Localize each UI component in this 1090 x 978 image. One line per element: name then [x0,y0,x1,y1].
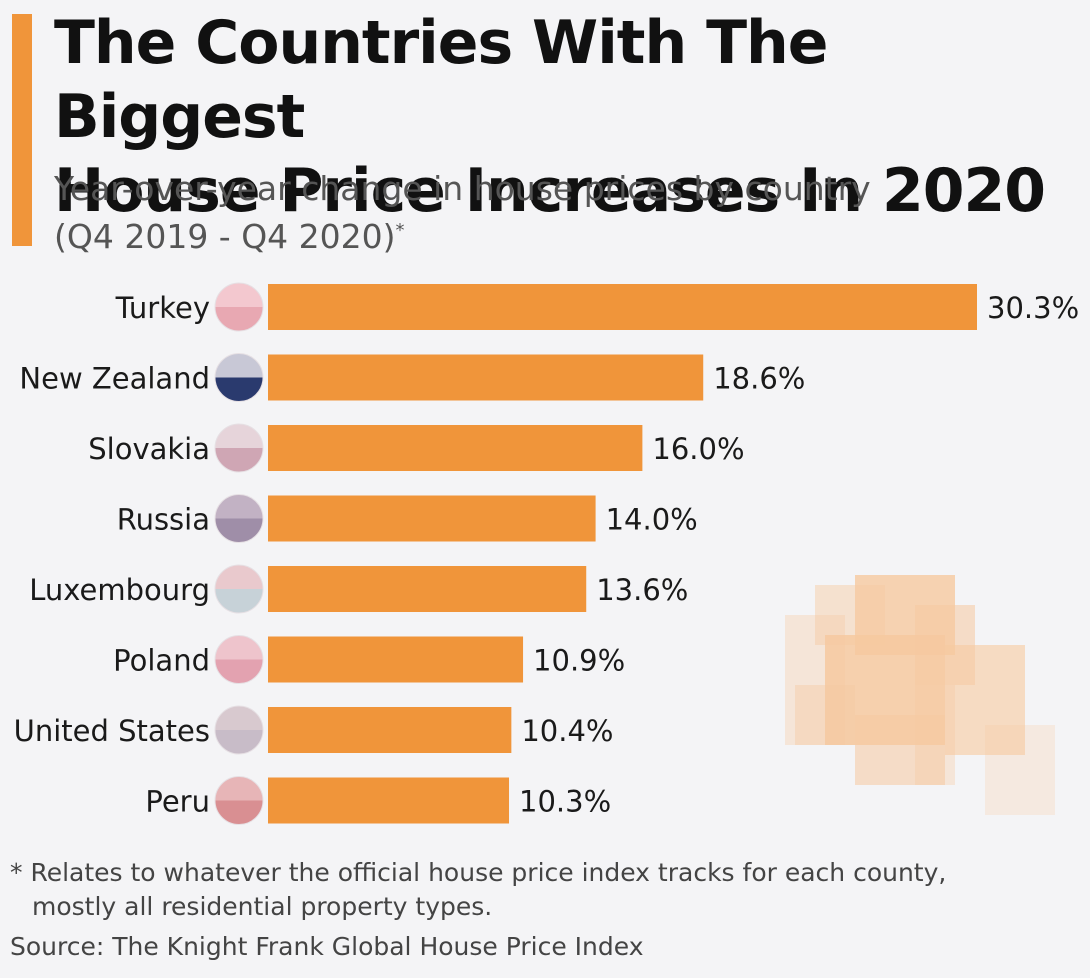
value-label-poland: 10.9% [533,644,625,678]
category-label-poland: Poland [113,644,210,678]
luxembourg-flag-icon [214,564,264,614]
bar-russia [268,495,596,542]
chart-subtitle: Year-over-year change in house prices by… [54,168,1054,258]
new-zealand-flag-icon [214,353,264,402]
value-label-slovakia: 16.0% [652,432,744,466]
subtitle-line-2: (Q4 2019 - Q4 2020) [54,217,396,256]
category-label-turkey: Turkey [115,291,210,325]
category-label-slovakia: Slovakia [88,432,210,466]
bar-chart: Turkey 30.3% New Zealand 18.6% Slovakia 16.0%… [14,282,1079,825]
chart-title: The Countries With The Biggest House Pri… [54,6,1084,228]
bar-turkey [268,284,977,330]
title-line-2: House Price Increases In 2020 [54,156,1046,226]
subtitle-footnote-mark: * [395,220,405,241]
pixelated-watermark [785,575,1055,815]
footnote-line-2: mostly all residential property types. [32,892,493,921]
footnote-line-1: * Relates to whatever the official house… [10,858,947,887]
value-label-luxembourg: 13.6% [596,573,688,607]
value-label-russia: 14.0% [606,503,698,537]
bar-poland [268,636,524,683]
value-label-new-zealand: 18.6% [713,362,805,396]
bar-united-states [268,707,512,753]
source-note: Source: The Knight Frank Global House Pr… [10,932,644,961]
subtitle-line-1: Year-over-year change in house prices by… [54,169,871,208]
footnote: * Relates to whatever the official house… [10,856,1070,924]
category-label-russia: Russia [117,503,210,537]
turkey-flag-icon [214,282,264,332]
category-label-united-states: United States [14,714,210,748]
bar-new-zealand [268,354,704,401]
bar-luxembourg [268,566,587,612]
peru-flag-icon [214,776,264,825]
category-label-new-zealand: New Zealand [19,362,210,396]
title-line-1: The Countries With The Biggest [54,8,828,152]
russia-flag-icon [214,494,264,543]
category-label-luxembourg: Luxembourg [29,573,210,607]
bar-slovakia [268,425,643,471]
category-label-peru: Peru [145,785,210,819]
value-label-united-states: 10.4% [521,714,613,748]
slovakia-flag-icon [214,423,264,473]
value-label-turkey: 30.3% [987,291,1079,325]
title-accent-bar [12,14,32,246]
united-states-flag-icon [214,705,264,755]
bar-peru [268,777,510,824]
value-label-peru: 10.3% [519,785,611,819]
poland-flag-icon [214,635,264,684]
